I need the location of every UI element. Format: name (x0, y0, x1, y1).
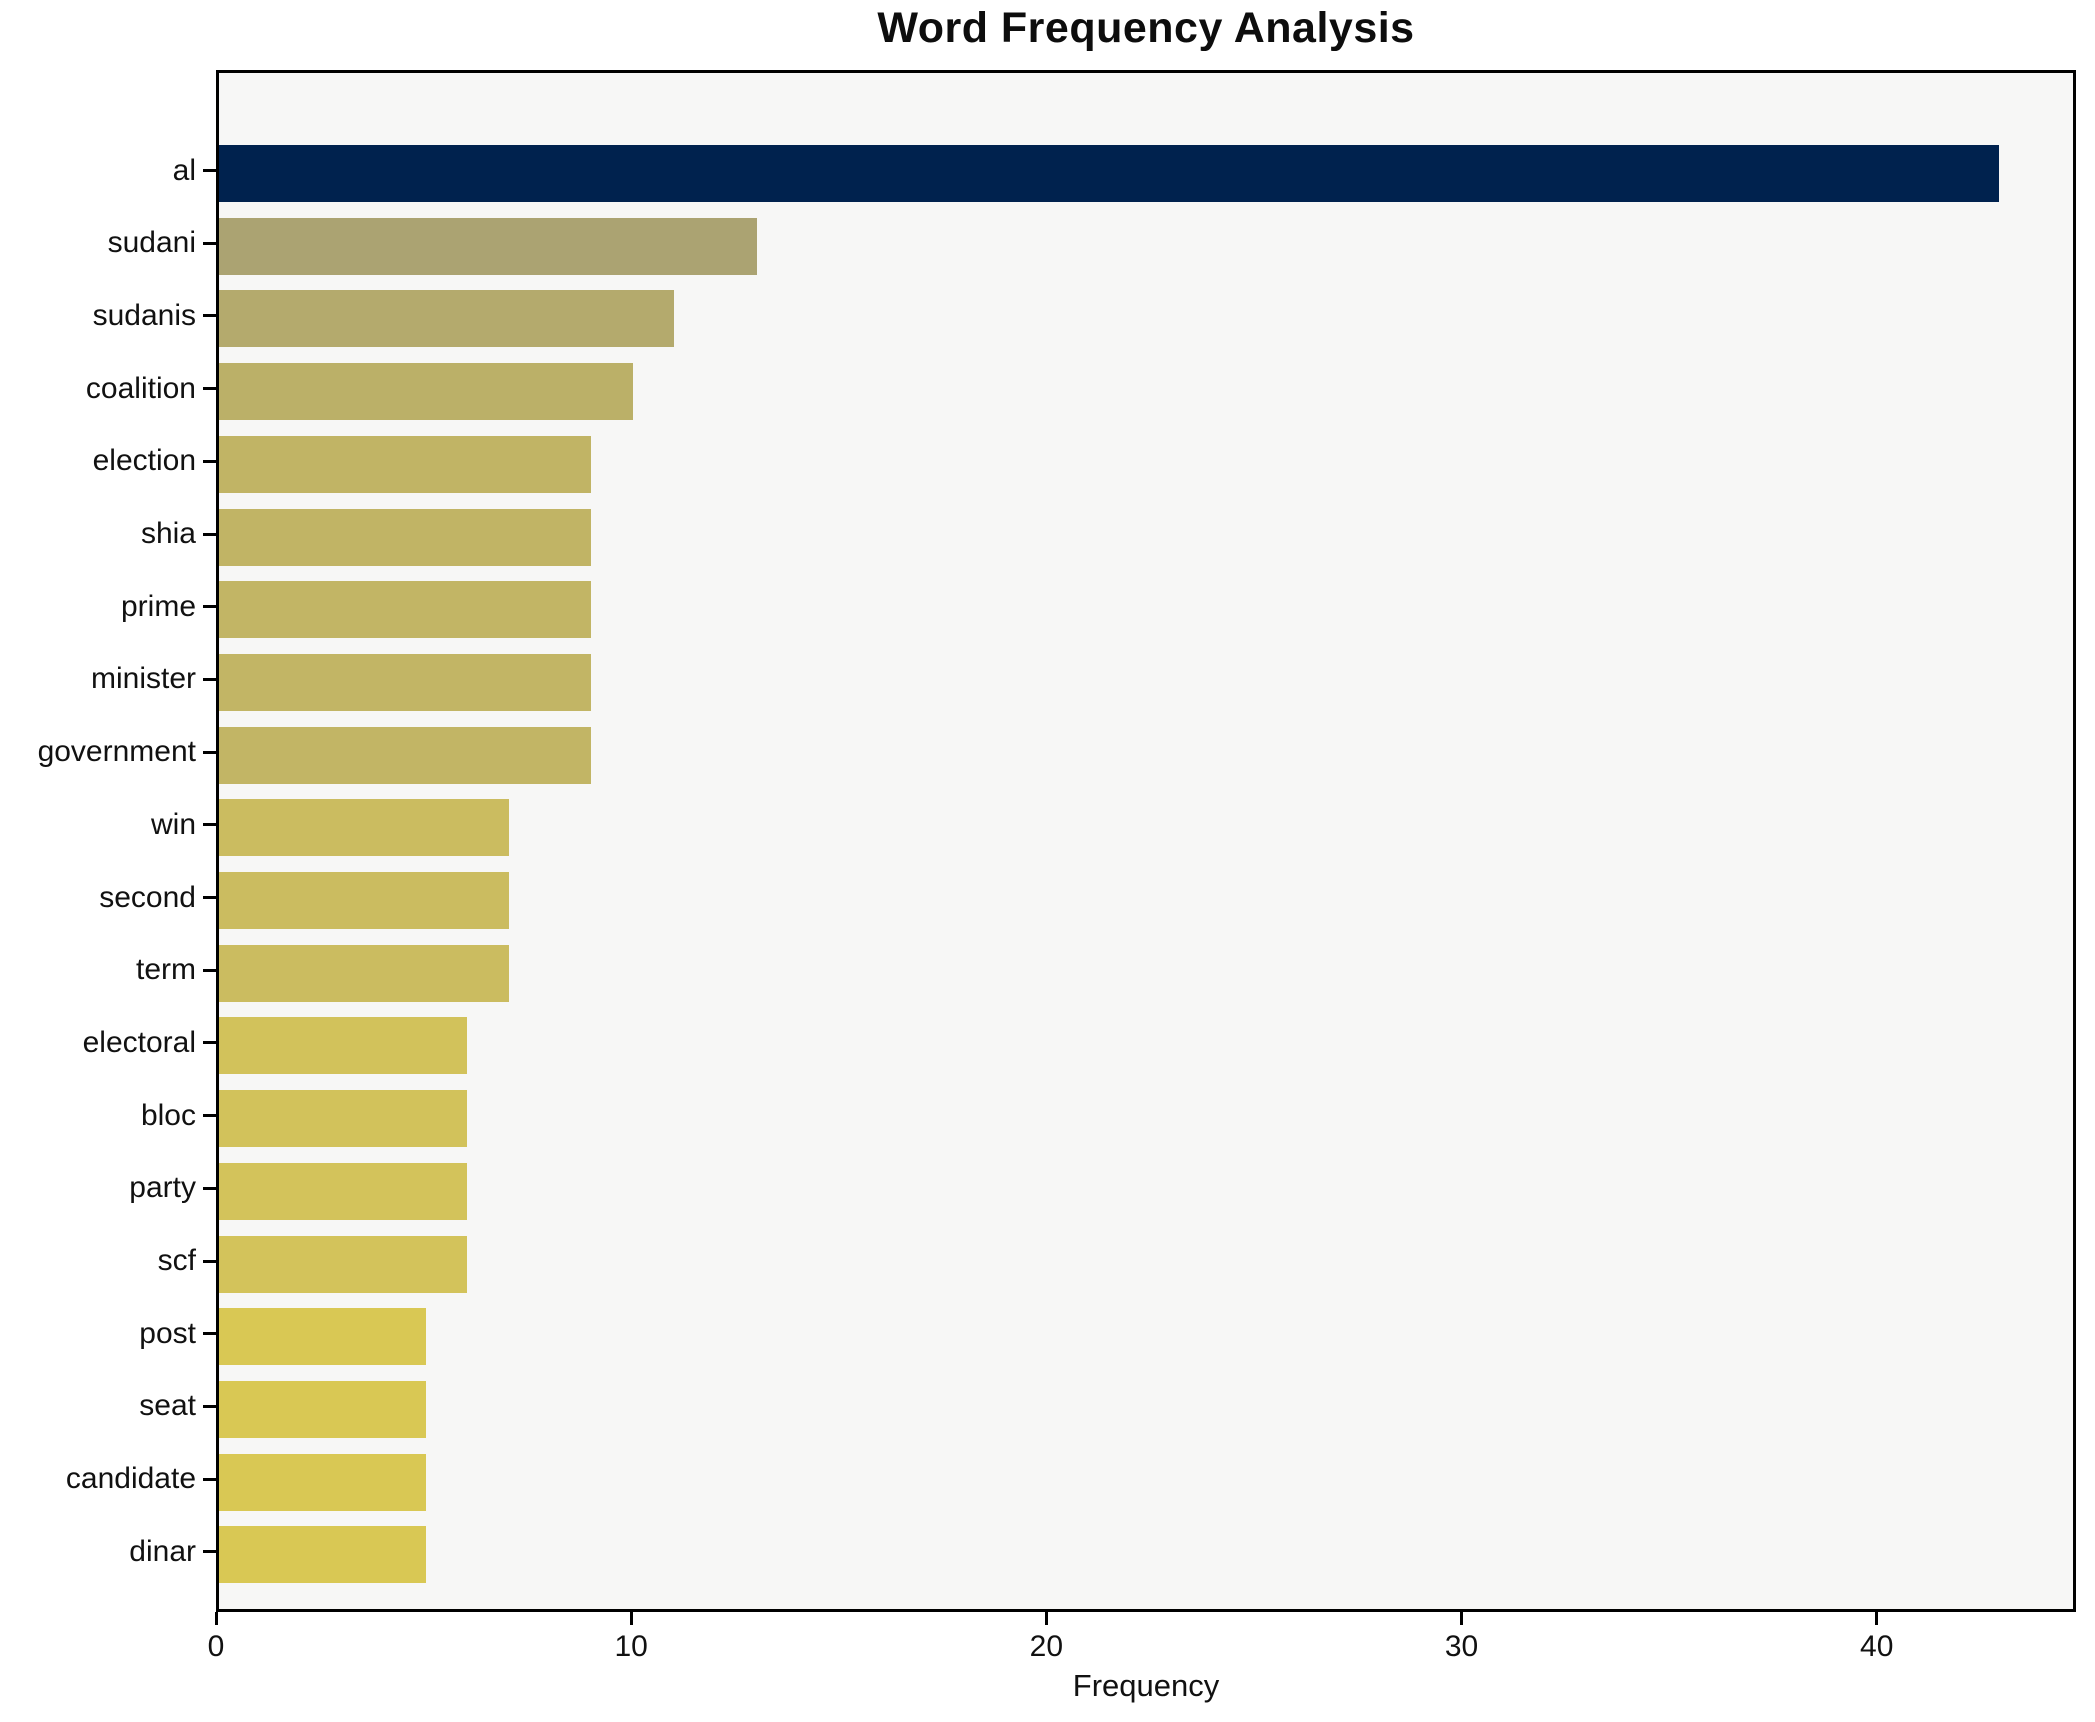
x-tick-label: 20 (1029, 1630, 1064, 1663)
plot-area (216, 70, 2076, 1612)
y-tick-mark (203, 1404, 216, 1408)
bar-seat (219, 1380, 426, 1438)
y-tick-mark (203, 1332, 216, 1336)
bar-coalition (219, 363, 633, 421)
bar-candidate (219, 1453, 426, 1511)
x-tick-mark (1460, 1612, 1464, 1625)
y-tick-mark (203, 968, 216, 972)
y-tick-mark (203, 169, 216, 173)
y-axis-label-sudanis: sudanis (92, 298, 196, 332)
bar-government (219, 726, 592, 784)
bar-prime (219, 581, 592, 639)
y-tick-mark (203, 314, 216, 318)
y-tick-mark (203, 823, 216, 827)
x-tick-mark (214, 1612, 218, 1625)
x-tick-label: 10 (614, 1630, 648, 1663)
x-axis: 0 10 20 30 40 (208, 1612, 2076, 1682)
y-tick-mark (203, 1041, 216, 1045)
x-tick-label: 30 (1444, 1630, 1479, 1663)
bar-electoral (219, 1017, 468, 1075)
bar-post (219, 1308, 426, 1366)
y-axis-ticks (203, 70, 216, 1612)
y-axis-label-seat: seat (139, 1389, 196, 1423)
y-tick-mark (203, 241, 216, 245)
y-tick-mark (203, 1186, 216, 1190)
bar-party (219, 1162, 468, 1220)
y-tick-mark (203, 605, 216, 609)
y-axis-label-sudani: sudani (107, 226, 196, 260)
y-tick-mark (203, 677, 216, 681)
x-tick-label: 40 (1860, 1630, 1894, 1663)
y-axis-label-post: post (139, 1316, 196, 1350)
y-axis-label-bloc: bloc (140, 1098, 196, 1132)
y-axis-label-coalition: coalition (85, 371, 196, 405)
chart-title: Word Frequency Analysis (877, 4, 1415, 52)
y-tick-mark (203, 1550, 216, 1554)
x-tick-label: 0 (207, 1630, 225, 1663)
bar-al (219, 145, 1999, 203)
y-tick-mark (203, 1259, 216, 1263)
y-axis-label-party: party (129, 1171, 196, 1205)
x-tick-mark (629, 1612, 633, 1625)
y-axis-label-dinar: dinar (129, 1534, 196, 1568)
bar-second (219, 872, 509, 930)
x-tick-mark (1044, 1612, 1048, 1625)
y-axis-label-win: win (150, 807, 196, 841)
bar-sudanis (219, 290, 675, 348)
y-axis-label-term: term (136, 953, 196, 987)
y-tick-mark (203, 387, 216, 391)
y-tick-mark (203, 532, 216, 536)
x-axis-title: Frequency (1072, 1668, 1220, 1703)
x-tick-mark (1875, 1612, 1879, 1625)
y-tick-mark (203, 1477, 216, 1481)
y-tick-mark (203, 750, 216, 754)
y-tick-mark (203, 1114, 216, 1118)
y-tick-mark (203, 459, 216, 463)
y-axis-label-al: al (172, 153, 196, 187)
bar-scf (219, 1235, 468, 1293)
y-axis-label-minister: minister (90, 662, 196, 696)
y-axis-label-prime: prime (120, 589, 196, 623)
y-axis-label-electoral: electoral (82, 1025, 196, 1059)
bar-bloc (219, 1090, 468, 1148)
bar-term (219, 944, 509, 1002)
y-axis-label-shia: shia (140, 517, 196, 551)
y-tick-mark (203, 896, 216, 900)
bar-dinar (219, 1526, 426, 1584)
bar-minister (219, 653, 592, 711)
y-axis-label-government: government (37, 735, 196, 769)
y-axis-label-scf: scf (157, 1244, 196, 1278)
y-axis-labels: al sudani sudanis coalition election shia prim… (0, 70, 196, 1612)
y-axis-label-candidate: candidate (65, 1462, 196, 1496)
bar-sudani (219, 217, 757, 275)
bar-win (219, 799, 509, 857)
bar-shia (219, 508, 592, 566)
bar-election (219, 435, 592, 493)
y-axis-label-election: election (92, 444, 196, 478)
y-axis-label-second: second (99, 880, 196, 914)
